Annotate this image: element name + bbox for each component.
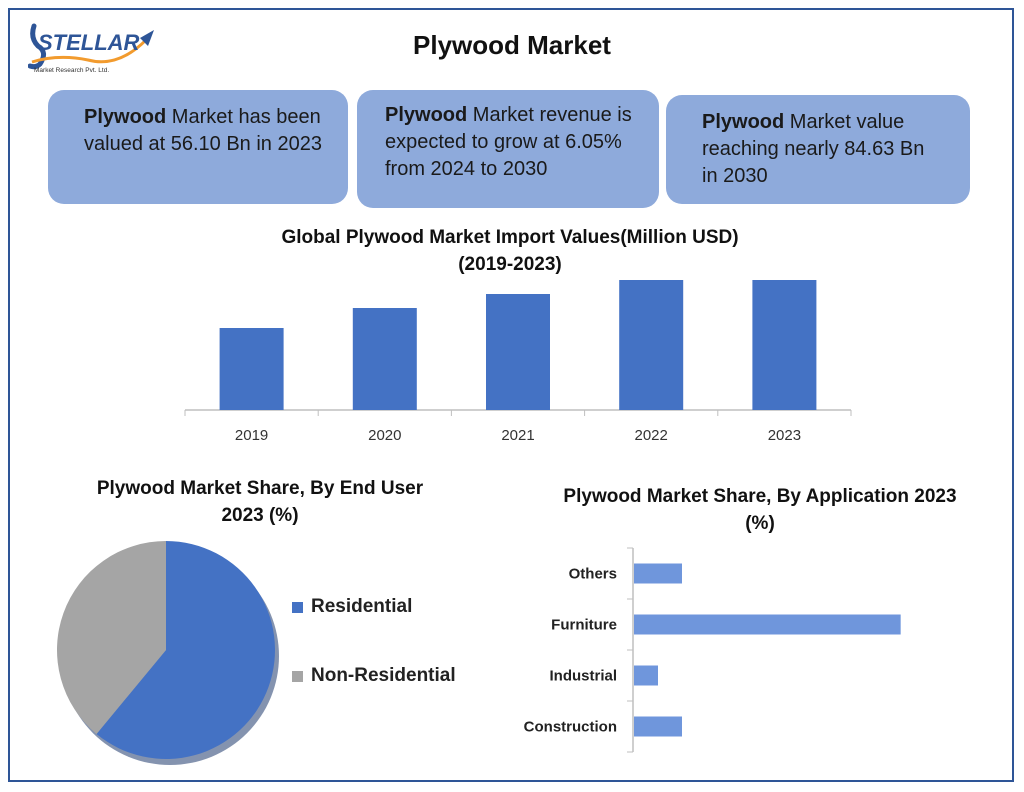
hbar-construction [634, 716, 682, 737]
legend-swatch-non-residential [292, 670, 303, 682]
info-card-valuation: Plywood Market has been valued at 56.10 … [48, 90, 348, 204]
x-tick-label: 2019 [235, 427, 268, 444]
legend-label-non-residential: Non-Residential [311, 665, 456, 686]
hbar-furniture [634, 614, 901, 635]
logo-text: STELLAR [38, 30, 140, 55]
legend-non-residential: Non-Residential [292, 665, 456, 687]
application-chart-subtitle: (%) [745, 512, 775, 534]
pie-slice-residential [96, 541, 275, 759]
import-chart-subtitle: (2019-2023) [458, 253, 562, 275]
pie-slice-non-residential [57, 541, 167, 734]
card-bold: Plywood [84, 106, 167, 128]
legend-label-residential: Residential [311, 596, 413, 617]
bar-2023 [752, 280, 817, 410]
page-title: Plywood Market [413, 30, 611, 60]
application-chart-title-line: Plywood Market Share, By Application 202… [563, 486, 957, 507]
card-text: Market value reaching nearly 84.63 Bn in… [702, 111, 925, 187]
y-tick-label: Furniture [551, 617, 617, 634]
legend-swatch-residential [292, 601, 303, 613]
import-chart-title-line: Global Plywood Market Import Values(Mill… [281, 227, 739, 248]
import-chart-title: Global Plywood Market Import Values(Mill… [200, 225, 820, 278]
end-user-chart-subtitle: 2023 (%) [221, 504, 299, 526]
end-user-chart-title: Plywood Market Share, By End User 2023 (… [60, 476, 460, 529]
hbar-others [634, 563, 682, 584]
bar-2019 [219, 328, 284, 410]
y-tick-label: Construction [524, 719, 617, 736]
card-text: Market has been valued at 56.10 Bn in 20… [84, 106, 322, 155]
card-text: Market revenue is expected to grow at 6.… [385, 104, 632, 180]
legend-residential: Residential [292, 596, 412, 618]
logo-subtext: Market Research Pvt. Ltd. [34, 67, 109, 74]
application-chart-title: Plywood Market Share, By Application 202… [540, 484, 980, 537]
card-bold: Plywood [385, 104, 468, 126]
card-bold: Plywood [702, 111, 785, 133]
info-card-forecast: Plywood Market value reaching nearly 84.… [666, 95, 970, 204]
info-card-growth: Plywood Market revenue is expected to gr… [357, 90, 659, 208]
x-tick-label: 2022 [635, 427, 668, 444]
x-tick-label: 2020 [368, 427, 401, 444]
x-tick-label: 2023 [768, 427, 801, 444]
y-tick-label: Industrial [549, 668, 617, 685]
bar-2020 [352, 308, 417, 410]
bar-2022 [619, 280, 684, 410]
x-tick-label: 2021 [501, 427, 534, 444]
end-user-chart-title-line: Plywood Market Share, By End User [96, 478, 424, 499]
bar-2021 [486, 294, 550, 410]
stellar-logo: STELLAR Market Research Pvt. Ltd. [28, 23, 154, 74]
y-tick-label: Others [569, 566, 617, 583]
hbar-industrial [634, 665, 658, 686]
